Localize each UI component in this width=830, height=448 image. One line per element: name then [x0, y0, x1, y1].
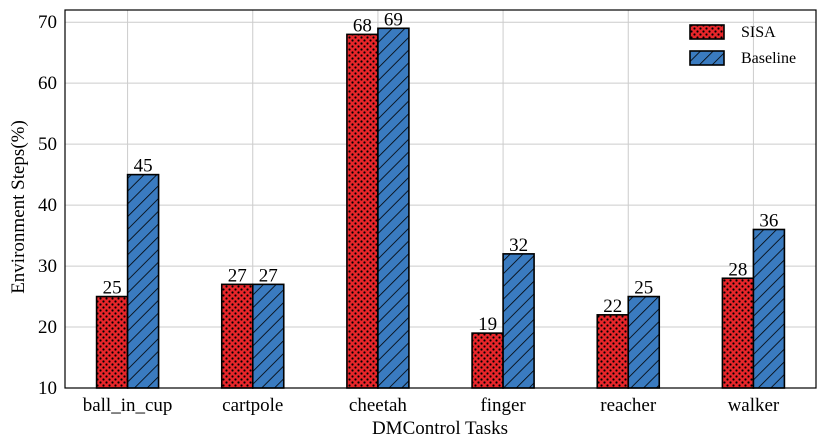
data-label: 27 [228, 265, 247, 286]
y-tick-label: 30 [38, 256, 57, 277]
y-tick-label: 20 [38, 317, 57, 338]
x-tick-label: cartpole [222, 395, 283, 416]
legend: SISA Baseline [689, 24, 796, 67]
data-label: 32 [509, 235, 528, 256]
bar-sisa-cheetah [346, 33, 379, 389]
x-tick-label: cheetah [349, 395, 408, 416]
data-label: 25 [634, 278, 653, 299]
data-label: 28 [728, 259, 747, 280]
x-tick-label: finger [480, 395, 526, 416]
y-tick-label: 50 [38, 134, 57, 155]
y-tick-label: 40 [38, 195, 57, 216]
data-label: 27 [259, 265, 278, 286]
legend-label-baseline: Baseline [741, 50, 796, 67]
bar-baseline-walker [752, 228, 786, 389]
legend-swatch-baseline [689, 50, 725, 66]
plot-frame [64, 9, 817, 389]
data-label: 19 [478, 314, 497, 335]
data-label: 22 [603, 296, 622, 317]
legend-label-sisa: SISA [741, 24, 776, 41]
y-tick-label: 10 [38, 378, 57, 399]
x-tick-label: ball_in_cup [83, 395, 173, 416]
bar-baseline-finger [502, 253, 535, 389]
y-tick-label: 60 [38, 73, 57, 94]
data-label: 69 [384, 9, 403, 30]
data-labels: 25 27 68 19 22 28 45 27 69 32 25 36 [103, 9, 779, 335]
x-tick-label: reacher [600, 395, 657, 416]
bar-baseline-cheetah [377, 27, 410, 389]
data-label: 45 [134, 156, 153, 177]
bar-baseline-reacher [627, 295, 661, 389]
data-label: 25 [103, 278, 122, 299]
bar-baseline-cartpole [251, 283, 285, 389]
y-axis-label: Environment Steps(%) [8, 120, 29, 294]
data-label: 36 [759, 210, 778, 231]
bar-sisa-walker [721, 277, 755, 389]
x-axis-label: DMControl Tasks [372, 418, 508, 439]
bars [95, 27, 786, 389]
x-tick-label: walker [728, 395, 780, 416]
bar-sisa-cartpole [220, 283, 254, 389]
grid [65, 10, 816, 389]
legend-swatch-sisa [689, 24, 725, 40]
data-label: 68 [353, 15, 372, 36]
axes: 10 20 30 40 50 60 70 ball_in_cup cartpole cheetah… [38, 9, 817, 416]
bar-sisa-ball_in_cup [95, 295, 129, 389]
bar-sisa-finger [471, 332, 504, 389]
y-tick-label: 70 [38, 12, 57, 33]
bar-sisa-reacher [596, 314, 630, 389]
bar-baseline-ball_in_cup [126, 173, 160, 389]
